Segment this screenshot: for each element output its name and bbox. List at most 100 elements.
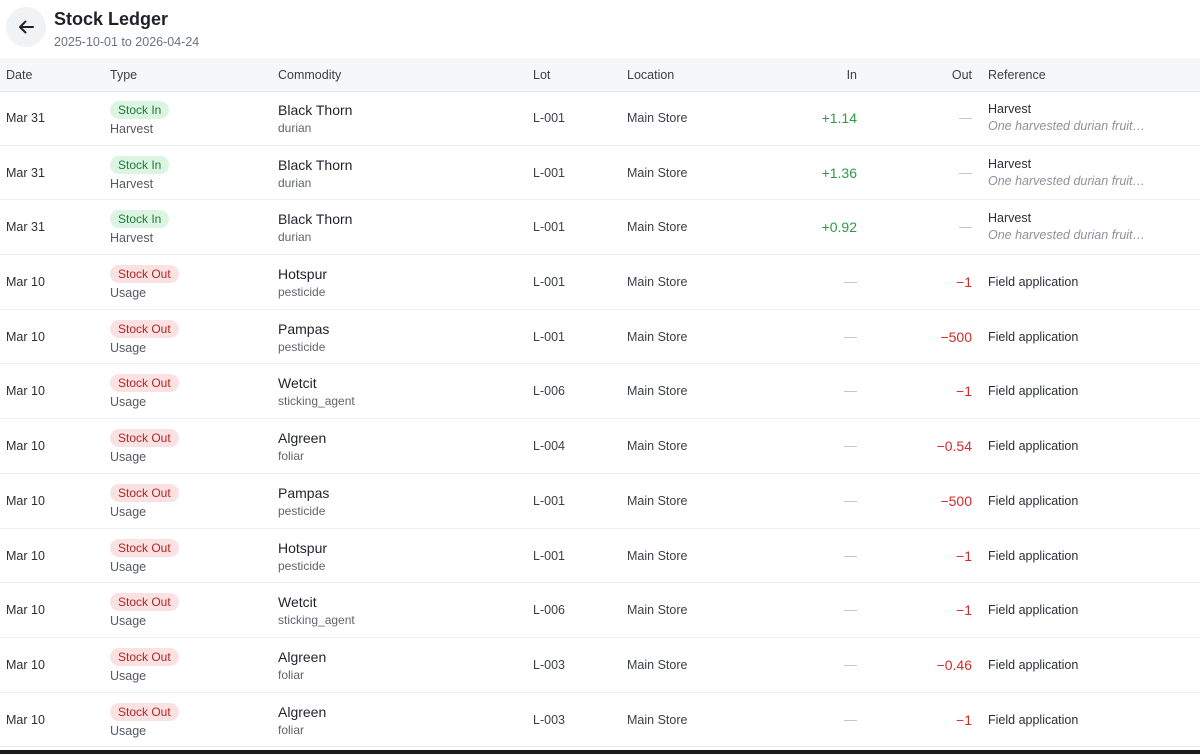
type-badge: Stock Out: [110, 538, 179, 557]
row-commodity: Pampas pesticide: [278, 485, 329, 518]
row-location: Main Store: [627, 548, 688, 563]
row-commodity: Black Thorn durian: [278, 211, 352, 244]
type-badge: Stock Out: [110, 593, 179, 612]
table-row[interactable]: Mar 10 Stock Out Usage Algreen foliar L-003 Ma…: [0, 638, 1200, 693]
column-header-type[interactable]: Type: [110, 68, 138, 82]
table-row[interactable]: Mar 10 Stock Out Usage Hotspur pesticide L-00…: [0, 255, 1200, 310]
row-lot: L-003: [533, 712, 565, 727]
row-reference: Harvest One harvested durian fruit…: [988, 102, 1145, 133]
type-badge: Stock Out: [110, 319, 179, 338]
type-badge: Stock Out: [110, 265, 179, 284]
row-in-qty: —: [844, 274, 857, 290]
commodity-category: foliar: [278, 667, 305, 682]
table-row[interactable]: Mar 10 Stock Out Usage Hotspur pesticide L-00…: [0, 529, 1200, 584]
row-lot: L-001: [533, 275, 565, 290]
row-location: Main Store: [627, 657, 688, 672]
reference-note: One harvested durian fruit…: [988, 228, 1146, 243]
type-badge: Stock In: [110, 210, 170, 229]
commodity-name: Wetcit: [278, 375, 317, 392]
commodity-category: pesticide: [278, 285, 326, 300]
commodity-category: pesticide: [278, 339, 326, 354]
row-lot: L-001: [533, 165, 565, 180]
row-reference: Field application: [988, 658, 1078, 672]
commodity-name: Hotspur: [278, 539, 328, 556]
page-title: Stock Ledger: [54, 9, 169, 29]
date-range: 2025-10-01 to 2026-04-24: [54, 35, 200, 49]
table-row[interactable]: Mar 31 Stock In Harvest Black Thorn durian L-…: [0, 146, 1200, 201]
row-type: Stock Out Usage: [110, 702, 179, 738]
back-button[interactable]: [6, 7, 46, 47]
row-reference: Field application: [988, 713, 1078, 727]
ledger-table-body: Mar 31 Stock In Harvest Black Thorn durian L-…: [0, 91, 1200, 748]
type-badge: Stock In: [110, 155, 170, 174]
reference-note: One harvested durian fruit…: [988, 173, 1146, 188]
row-out-qty: −0.46: [936, 656, 972, 673]
row-type: Stock In Harvest: [110, 155, 170, 191]
row-location: Main Store: [627, 275, 688, 290]
reference-title: Harvest: [988, 211, 1032, 226]
row-type: Stock Out Usage: [110, 374, 179, 409]
column-header-location[interactable]: Location: [627, 68, 675, 82]
column-header-commodity[interactable]: Commodity: [278, 68, 342, 82]
row-lot: L-001: [533, 493, 565, 508]
table-row[interactable]: Mar 10 Stock Out Usage Pampas pesticide L-001…: [0, 474, 1200, 529]
row-in-qty: +1.36: [821, 164, 857, 181]
row-date: Mar 31: [6, 165, 45, 180]
commodity-name: Black Thorn: [278, 102, 353, 118]
row-subtype: Harvest: [110, 122, 154, 136]
reference-title: Field application: [988, 657, 1079, 672]
commodity-name: Black Thorn: [278, 156, 353, 173]
table-row[interactable]: Mar 10 Stock Out Usage Algreen foliar L-004 Ma…: [0, 419, 1200, 474]
row-location: Main Store: [627, 165, 688, 180]
row-subtype: Usage: [110, 286, 147, 301]
column-header-in[interactable]: In: [846, 68, 857, 82]
row-out-qty: —: [959, 164, 972, 180]
table-row[interactable]: Mar 10 Stock Out Usage Pampas pesticide L-001…: [0, 310, 1200, 365]
commodity-category: pesticide: [278, 558, 326, 573]
type-badge: Stock Out: [110, 483, 179, 502]
row-in-qty: —: [844, 438, 857, 454]
row-reference: Field application: [988, 549, 1078, 563]
commodity-name: Pampas: [278, 320, 330, 337]
table-row[interactable]: Mar 10 Stock Out Usage Wetcit sticking_agent…: [0, 364, 1200, 420]
row-lot: L-006: [533, 384, 565, 399]
row-type: Stock In Harvest: [110, 101, 170, 136]
commodity-category: sticking_agent: [278, 394, 355, 409]
row-location: Main Store: [627, 111, 688, 125]
column-header-reference[interactable]: Reference: [988, 68, 1046, 82]
column-header-date[interactable]: Date: [6, 68, 33, 82]
commodity-category: foliar: [278, 722, 305, 737]
type-badge: Stock Out: [110, 429, 179, 448]
row-subtype: Usage: [110, 614, 147, 629]
row-location: Main Store: [627, 329, 688, 344]
table-row[interactable]: Mar 31 Stock In Harvest Black Thorn durian L-…: [0, 200, 1200, 256]
row-out-qty: —: [959, 110, 972, 125]
window-bottom-edge: [0, 750, 1200, 754]
type-badge: Stock Out: [110, 374, 179, 393]
row-location: Main Store: [627, 384, 688, 399]
commodity-name: Algreen: [278, 430, 327, 447]
reference-title: Field application: [988, 603, 1079, 618]
row-date: Mar 10: [6, 439, 45, 454]
row-out-qty: −500: [940, 492, 972, 509]
row-reference: Field application: [988, 439, 1078, 453]
row-commodity: Pampas pesticide: [278, 321, 329, 354]
commodity-category: durian: [278, 230, 312, 245]
row-subtype: Harvest: [110, 231, 154, 246]
row-location: Main Store: [627, 493, 688, 508]
commodity-name: Algreen: [278, 703, 327, 720]
row-reference: Field application: [988, 603, 1078, 617]
table-row[interactable]: Mar 10 Stock Out Usage Algreen foliar L-003 Ma…: [0, 693, 1200, 748]
table-row[interactable]: Mar 31 Stock In Harvest Black Thorn durian L-…: [0, 91, 1200, 146]
row-out-qty: —: [959, 219, 972, 235]
row-in-qty: +1.14: [821, 110, 857, 126]
row-lot: L-001: [533, 548, 565, 563]
column-header-out[interactable]: Out: [951, 68, 972, 82]
table-row[interactable]: Mar 10 Stock Out Usage Wetcit sticking_agent…: [0, 583, 1200, 638]
column-header-lot[interactable]: Lot: [533, 68, 551, 82]
row-reference: Harvest One harvested durian fruit…: [988, 157, 1145, 188]
row-type: Stock Out Usage: [110, 265, 179, 300]
row-type: Stock Out Usage: [110, 319, 179, 355]
row-out-qty: −1: [956, 274, 972, 291]
commodity-name: Hotspur: [278, 266, 328, 283]
